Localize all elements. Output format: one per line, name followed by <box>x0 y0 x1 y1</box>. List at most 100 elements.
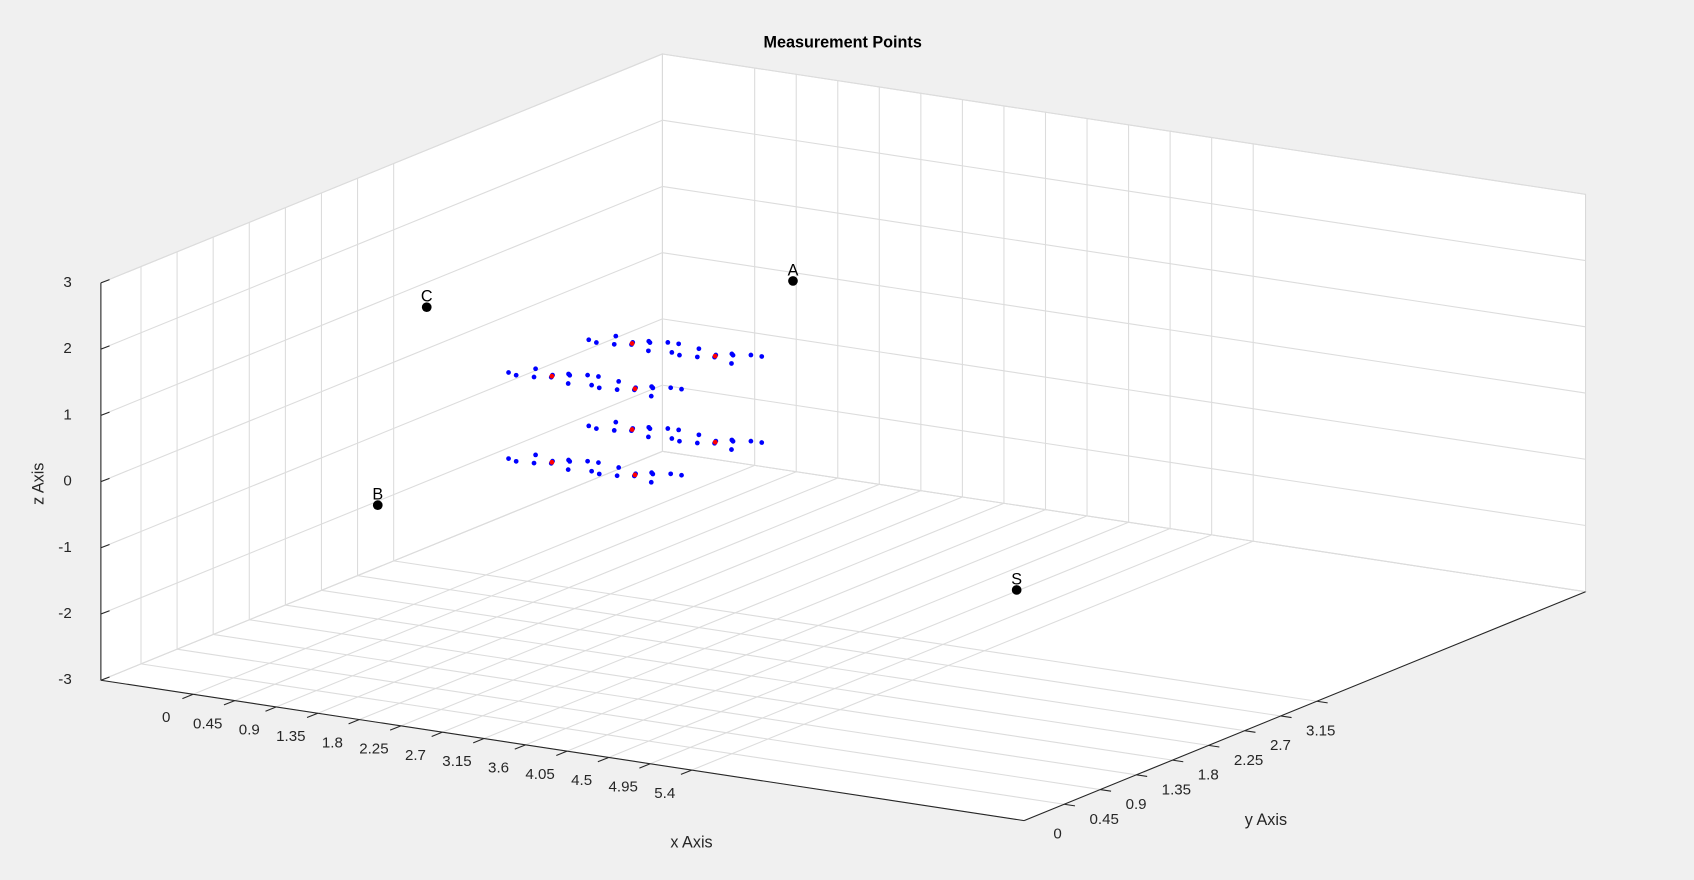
x-tick-label: 4.5 <box>571 772 592 789</box>
z-grid-line <box>100 318 1586 549</box>
data-point <box>596 374 601 379</box>
x-tick-label: 3.6 <box>488 760 509 777</box>
z-grid-line <box>100 252 1586 483</box>
z-tick-label: -1 <box>58 539 71 556</box>
x-axis-line <box>100 679 1025 822</box>
y-tick-label: 0.45 <box>1089 811 1118 828</box>
data-point <box>649 470 654 476</box>
data-point <box>629 341 635 346</box>
data-point <box>696 346 702 352</box>
data-point <box>759 354 765 359</box>
y-tick-mark <box>1100 789 1112 792</box>
z-tick-label: 2 <box>63 340 71 357</box>
data-point <box>646 338 652 344</box>
data-point <box>676 341 682 347</box>
x-tick-mark <box>639 763 651 769</box>
data-point <box>632 472 638 478</box>
x-tick-label: 0.45 <box>193 715 222 732</box>
data-point <box>646 434 651 440</box>
data-point <box>585 458 590 464</box>
labeled-point <box>421 302 432 313</box>
data-point <box>589 468 595 474</box>
y-axis-line <box>1023 591 1586 822</box>
y-tick-label: 2.25 <box>1234 752 1263 769</box>
chart-title: Measurement Points <box>764 33 922 51</box>
data-point <box>632 386 638 392</box>
data-point <box>549 373 555 379</box>
data-point <box>679 386 684 392</box>
x-tick-label: 4.95 <box>608 779 637 796</box>
data-point <box>549 459 555 465</box>
data-point <box>665 426 671 431</box>
y-tick-mark <box>1316 700 1328 704</box>
labeled-point <box>788 276 798 286</box>
data-point <box>696 432 702 438</box>
data-point <box>589 382 595 388</box>
data-point <box>616 465 622 470</box>
data-point <box>594 426 599 431</box>
y-tick-mark <box>1172 759 1184 763</box>
y-tick-mark <box>1208 744 1220 748</box>
data-point <box>594 340 599 345</box>
z-axis-label: z Axis <box>30 463 48 505</box>
x-tick-label: 2.7 <box>405 747 426 764</box>
y-tick-mark <box>1064 803 1076 807</box>
data-point <box>616 379 622 384</box>
z-tick-mark <box>100 345 110 350</box>
data-point <box>513 372 519 378</box>
x-tick-mark <box>473 737 485 744</box>
z-tick-label: 0 <box>63 473 71 490</box>
y-tick-label: 1.8 <box>1198 767 1219 784</box>
data-point <box>712 439 718 445</box>
z-tick-mark <box>100 279 110 284</box>
x-tick-mark <box>514 744 526 750</box>
data-point <box>679 472 684 478</box>
x-tick-mark <box>223 700 235 706</box>
y-tick-label: 0.9 <box>1126 796 1147 813</box>
z-tick-label: -2 <box>58 605 71 622</box>
data-point <box>668 385 674 391</box>
x-tick-mark <box>431 731 443 738</box>
point-label: A <box>788 262 799 280</box>
data-point <box>531 460 537 466</box>
data-point <box>729 437 735 443</box>
y-axis-label: y Axis <box>1245 811 1287 829</box>
data-point <box>712 353 718 359</box>
x-tick-label: 0.9 <box>239 722 260 739</box>
x-tick-mark <box>680 769 692 775</box>
data-point <box>759 440 765 445</box>
data-point <box>676 427 682 433</box>
x-tick-label: 2.25 <box>359 741 388 758</box>
data-point <box>611 341 617 347</box>
axes: 0 0.45 0.9 1.35 1.8 2.25 2.7 3.15 3.6 4.05 4.5 4.95… <box>58 274 1586 842</box>
data-point <box>614 387 620 393</box>
data-point <box>533 366 538 372</box>
data-point <box>596 385 602 391</box>
point-label: S <box>1011 571 1022 589</box>
data-point <box>694 354 700 360</box>
x-tick-mark <box>265 706 277 712</box>
z-grid-line <box>100 119 1586 350</box>
data-point <box>565 381 571 386</box>
z-grid-line <box>100 450 1586 681</box>
data-point <box>506 370 511 375</box>
x-tick-mark <box>306 712 319 719</box>
data-point <box>611 428 617 433</box>
data-point <box>513 458 519 464</box>
point-label: B <box>372 486 383 504</box>
data-point <box>586 423 592 429</box>
data-point <box>613 333 619 339</box>
x-tick-mark <box>348 719 360 725</box>
x-tick-mark <box>182 693 194 700</box>
z-tick-mark <box>100 544 110 549</box>
point-label: C <box>421 288 433 306</box>
data-point <box>648 479 654 485</box>
data-point <box>668 471 674 477</box>
data-point <box>669 350 675 355</box>
z-tick-mark <box>100 610 110 615</box>
data-point <box>729 447 734 452</box>
z-tick-label: 3 <box>63 274 71 291</box>
data-point <box>531 374 537 380</box>
y-tick-mark <box>1280 715 1292 719</box>
z-tick-mark <box>100 676 110 681</box>
